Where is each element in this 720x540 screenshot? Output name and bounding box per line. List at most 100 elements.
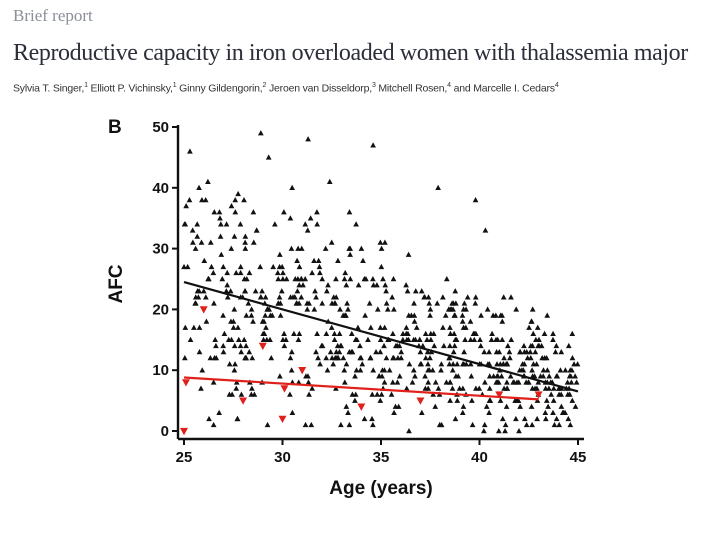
data-point-black: [238, 348, 245, 355]
data-point-black: [440, 324, 446, 330]
data-point-black: [224, 269, 231, 276]
data-point-black: [243, 355, 250, 361]
data-point-black: [360, 257, 366, 264]
data-point-black: [499, 336, 506, 343]
data-point-black: [294, 300, 300, 306]
data-point-black: [223, 288, 230, 294]
data-point-black: [376, 373, 383, 379]
data-point-black: [542, 415, 549, 422]
data-point-black: [248, 312, 255, 318]
data-point-black: [403, 324, 410, 330]
data-point-black: [378, 263, 385, 270]
data-point-black: [427, 312, 433, 318]
data-point-black: [220, 342, 227, 349]
data-point-black: [481, 421, 488, 428]
data-point-black: [358, 355, 364, 361]
data-point-black: [432, 379, 439, 385]
author-name: Ginny Gildengorin,: [179, 82, 263, 95]
data-point-black: [330, 361, 337, 367]
data-point-black: [450, 306, 456, 312]
data-point-black: [220, 348, 227, 355]
data-point-black: [562, 367, 569, 373]
data-point-black: [428, 336, 434, 343]
paper-title: Reproductive capacity in iron overloaded…: [13, 40, 688, 66]
data-point-black: [377, 397, 384, 403]
data-point-black: [198, 385, 204, 391]
data-point-black: [378, 391, 385, 397]
data-point-black: [370, 421, 376, 428]
data-point-black: [186, 196, 193, 203]
data-point-black: [248, 306, 255, 312]
data-point-black: [544, 367, 551, 373]
data-point-black: [560, 409, 567, 416]
data-point-black: [427, 355, 433, 361]
data-point-black: [403, 385, 410, 391]
data-point-black: [182, 355, 188, 361]
data-point-black: [542, 409, 549, 416]
data-point-black: [442, 312, 449, 318]
data-point-black: [294, 257, 300, 264]
author-name: and Marcelle I. Cedars: [453, 82, 555, 95]
data-point-black: [288, 348, 295, 355]
data-point-black: [315, 257, 322, 264]
data-point-black: [481, 428, 487, 434]
data-point-black: [571, 361, 577, 367]
data-point-black: [331, 300, 338, 306]
data-point-black: [241, 336, 248, 343]
data-point-black: [390, 276, 397, 282]
data-point-black: [213, 342, 219, 349]
data-point-black: [464, 294, 471, 300]
data-point-black: [237, 269, 244, 276]
data-point-black: [314, 221, 321, 227]
author-list: Sylvia T. Singer,1 Elliott P. Vichinsky,…: [13, 82, 713, 95]
data-point-black: [391, 306, 397, 312]
data-point-black: [181, 263, 187, 270]
data-point-black: [556, 385, 562, 391]
author-affiliation: 4: [554, 82, 559, 89]
data-point-black: [422, 355, 429, 361]
data-point-black: [342, 269, 349, 276]
data-point-black: [300, 282, 306, 288]
data-point-black: [274, 269, 281, 276]
data-point-black: [523, 348, 530, 355]
data-point-black: [363, 276, 369, 282]
data-point-black: [230, 324, 237, 330]
data-point-black: [257, 263, 264, 270]
data-point-black: [313, 294, 319, 300]
data-point-black: [283, 336, 289, 343]
data-point-black: [473, 385, 479, 391]
data-point-black: [501, 355, 507, 361]
data-point-black: [456, 385, 463, 391]
data-point-black: [226, 391, 233, 397]
data-point-black: [425, 379, 432, 385]
data-point-black: [427, 306, 434, 312]
data-point-black: [226, 361, 233, 367]
data-point-black: [449, 367, 456, 373]
data-point-black: [344, 300, 350, 306]
data-point-black: [525, 379, 532, 385]
data-point-black: [346, 245, 353, 251]
data-point-black: [377, 336, 384, 343]
data-point-black: [453, 300, 459, 306]
data-point-black: [540, 367, 547, 373]
data-point-black: [328, 324, 335, 330]
data-point-black: [200, 288, 207, 294]
data-point-black: [443, 379, 450, 385]
data-point-black: [453, 336, 460, 343]
data-point-black: [507, 373, 514, 379]
data-point-black: [217, 221, 224, 227]
data-point-black: [233, 379, 240, 385]
data-point-black: [341, 276, 348, 282]
data-point-black: [304, 306, 311, 312]
data-point-black: [224, 282, 231, 288]
data-point-black: [406, 361, 413, 367]
data-point-black: [250, 209, 257, 215]
data-point-black: [382, 282, 389, 288]
data-point-black: [400, 330, 406, 336]
data-point-black: [359, 361, 366, 367]
data-point-black: [411, 312, 418, 318]
data-point-black: [191, 324, 197, 330]
data-point-black: [424, 348, 431, 355]
data-point-black: [357, 342, 363, 349]
data-point-black: [311, 257, 317, 264]
